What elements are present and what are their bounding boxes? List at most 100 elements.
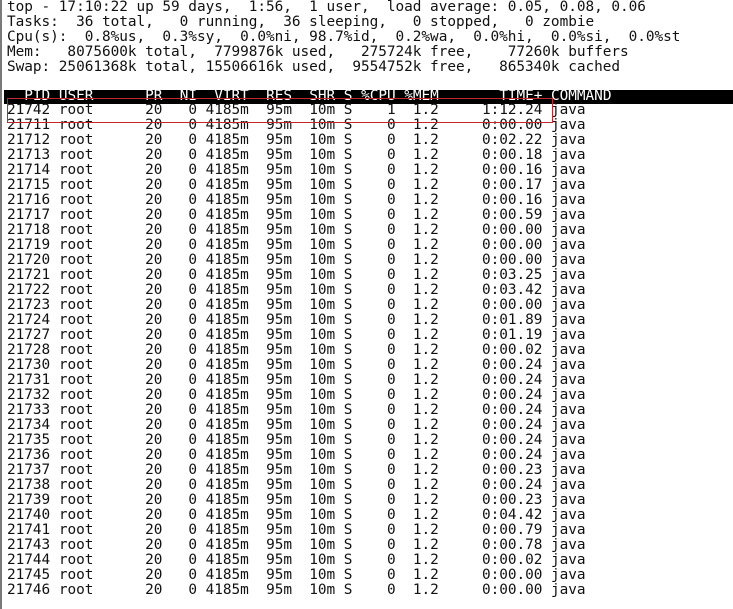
cell-time: 0:00.24 xyxy=(447,477,552,493)
cell-virt: 4185m xyxy=(205,132,258,148)
cell-cpu: 0 xyxy=(361,312,405,328)
cell-command: java xyxy=(551,552,586,568)
cell-pr: 20 xyxy=(136,477,172,493)
cell-pr: 20 xyxy=(136,102,172,118)
cell-shr: 10m xyxy=(300,582,344,598)
cell-user: root xyxy=(58,522,137,538)
cell-command: java xyxy=(551,192,586,208)
cell-cpu: 0 xyxy=(361,207,405,223)
cell-time: 1:12.24 xyxy=(447,102,552,118)
cell-shr: 10m xyxy=(300,447,344,463)
cell-shr: 10m xyxy=(300,237,344,253)
cell-state: S xyxy=(343,372,362,388)
cell-cpu: 0 xyxy=(361,327,405,343)
cell-user: root xyxy=(58,252,137,268)
cell-user: root xyxy=(58,462,137,478)
cell-res: 95m xyxy=(257,537,301,553)
cell-virt: 4185m xyxy=(205,417,258,433)
cell-cpu: 0 xyxy=(361,522,405,538)
cell-ni: 0 xyxy=(171,432,206,448)
cell-cpu: 0 xyxy=(361,567,405,583)
cell-ni: 0 xyxy=(171,522,206,538)
cell-pid: 21720 xyxy=(7,252,59,268)
cell-ni: 0 xyxy=(171,537,206,553)
cell-user: root xyxy=(58,162,137,178)
cell-user: root xyxy=(58,387,137,403)
cell-pid: 21740 xyxy=(7,507,59,523)
process-row: 21724 root 20 0 4185m 95m 10m S 0 1.2 0:… xyxy=(7,313,586,328)
cell-virt: 4185m xyxy=(205,357,258,373)
process-row: 21717 root 20 0 4185m 95m 10m S 0 1.2 0:… xyxy=(7,208,586,223)
process-row: 21737 root 20 0 4185m 95m 10m S 0 1.2 0:… xyxy=(7,463,586,478)
cell-virt: 4185m xyxy=(205,537,258,553)
cell-mem: 1.2 xyxy=(404,117,448,133)
cell-state: S xyxy=(343,537,362,553)
cell-shr: 10m xyxy=(300,567,344,583)
cell-mem: 1.2 xyxy=(404,132,448,148)
cell-state: S xyxy=(343,477,362,493)
cell-cpu: 0 xyxy=(361,147,405,163)
cell-ni: 0 xyxy=(171,372,206,388)
cell-command: java xyxy=(551,177,586,193)
process-row: 21738 root 20 0 4185m 95m 10m S 0 1.2 0:… xyxy=(7,478,586,493)
cell-cpu: 1 xyxy=(361,102,405,118)
cell-cpu: 0 xyxy=(361,507,405,523)
cell-pid: 21745 xyxy=(7,567,59,583)
process-row: 21731 root 20 0 4185m 95m 10m S 0 1.2 0:… xyxy=(7,373,586,388)
cell-mem: 1.2 xyxy=(404,342,448,358)
cell-command: java xyxy=(551,507,586,523)
header-user: USER xyxy=(58,88,137,104)
cell-ni: 0 xyxy=(171,402,206,418)
process-row: 21730 root 20 0 4185m 95m 10m S 0 1.2 0:… xyxy=(7,358,586,373)
process-row: 21719 root 20 0 4185m 95m 10m S 0 1.2 0:… xyxy=(7,238,586,253)
header-pr: PR xyxy=(136,88,172,104)
cell-virt: 4185m xyxy=(205,432,258,448)
cell-state: S xyxy=(343,147,362,163)
cell-time: 0:01.19 xyxy=(447,327,552,343)
cell-res: 95m xyxy=(257,492,301,508)
cell-mem: 1.2 xyxy=(404,357,448,373)
cell-mem: 1.2 xyxy=(404,462,448,478)
mem-line: Mem: 8075600k total, 7799876k used, 2757… xyxy=(7,44,629,60)
cell-pr: 20 xyxy=(136,282,172,298)
cell-virt: 4185m xyxy=(205,477,258,493)
cell-user: root xyxy=(58,177,137,193)
cell-mem: 1.2 xyxy=(404,492,448,508)
cell-user: root xyxy=(58,132,137,148)
cell-pid: 21722 xyxy=(7,282,59,298)
process-row: 21713 root 20 0 4185m 95m 10m S 0 1.2 0:… xyxy=(7,148,586,163)
cell-pr: 20 xyxy=(136,582,172,598)
cell-shr: 10m xyxy=(300,342,344,358)
cell-res: 95m xyxy=(257,432,301,448)
cell-time: 0:00.00 xyxy=(447,117,552,133)
cell-cpu: 0 xyxy=(361,447,405,463)
cell-ni: 0 xyxy=(171,222,206,238)
cell-pid: 21738 xyxy=(7,477,59,493)
cell-time: 0:00.16 xyxy=(447,162,552,178)
cell-ni: 0 xyxy=(171,312,206,328)
cell-command: java xyxy=(551,132,586,148)
cell-mem: 1.2 xyxy=(404,102,448,118)
cell-pr: 20 xyxy=(136,192,172,208)
cell-shr: 10m xyxy=(300,312,344,328)
cell-state: S xyxy=(343,177,362,193)
cell-command: java xyxy=(551,432,586,448)
cell-mem: 1.2 xyxy=(404,522,448,538)
cell-shr: 10m xyxy=(300,267,344,283)
cell-shr: 10m xyxy=(300,282,344,298)
cell-pr: 20 xyxy=(136,252,172,268)
cell-shr: 10m xyxy=(300,132,344,148)
cell-ni: 0 xyxy=(171,387,206,403)
cell-pr: 20 xyxy=(136,357,172,373)
cell-virt: 4185m xyxy=(205,177,258,193)
cell-res: 95m xyxy=(257,357,301,373)
cell-shr: 10m xyxy=(300,222,344,238)
cell-pr: 20 xyxy=(136,222,172,238)
cell-mem: 1.2 xyxy=(404,327,448,343)
process-row: 21714 root 20 0 4185m 95m 10m S 0 1.2 0:… xyxy=(7,163,586,178)
cell-virt: 4185m xyxy=(205,552,258,568)
cell-pid: 21724 xyxy=(7,312,59,328)
cell-state: S xyxy=(343,192,362,208)
cell-time: 0:03.42 xyxy=(447,282,552,298)
cell-pr: 20 xyxy=(136,492,172,508)
